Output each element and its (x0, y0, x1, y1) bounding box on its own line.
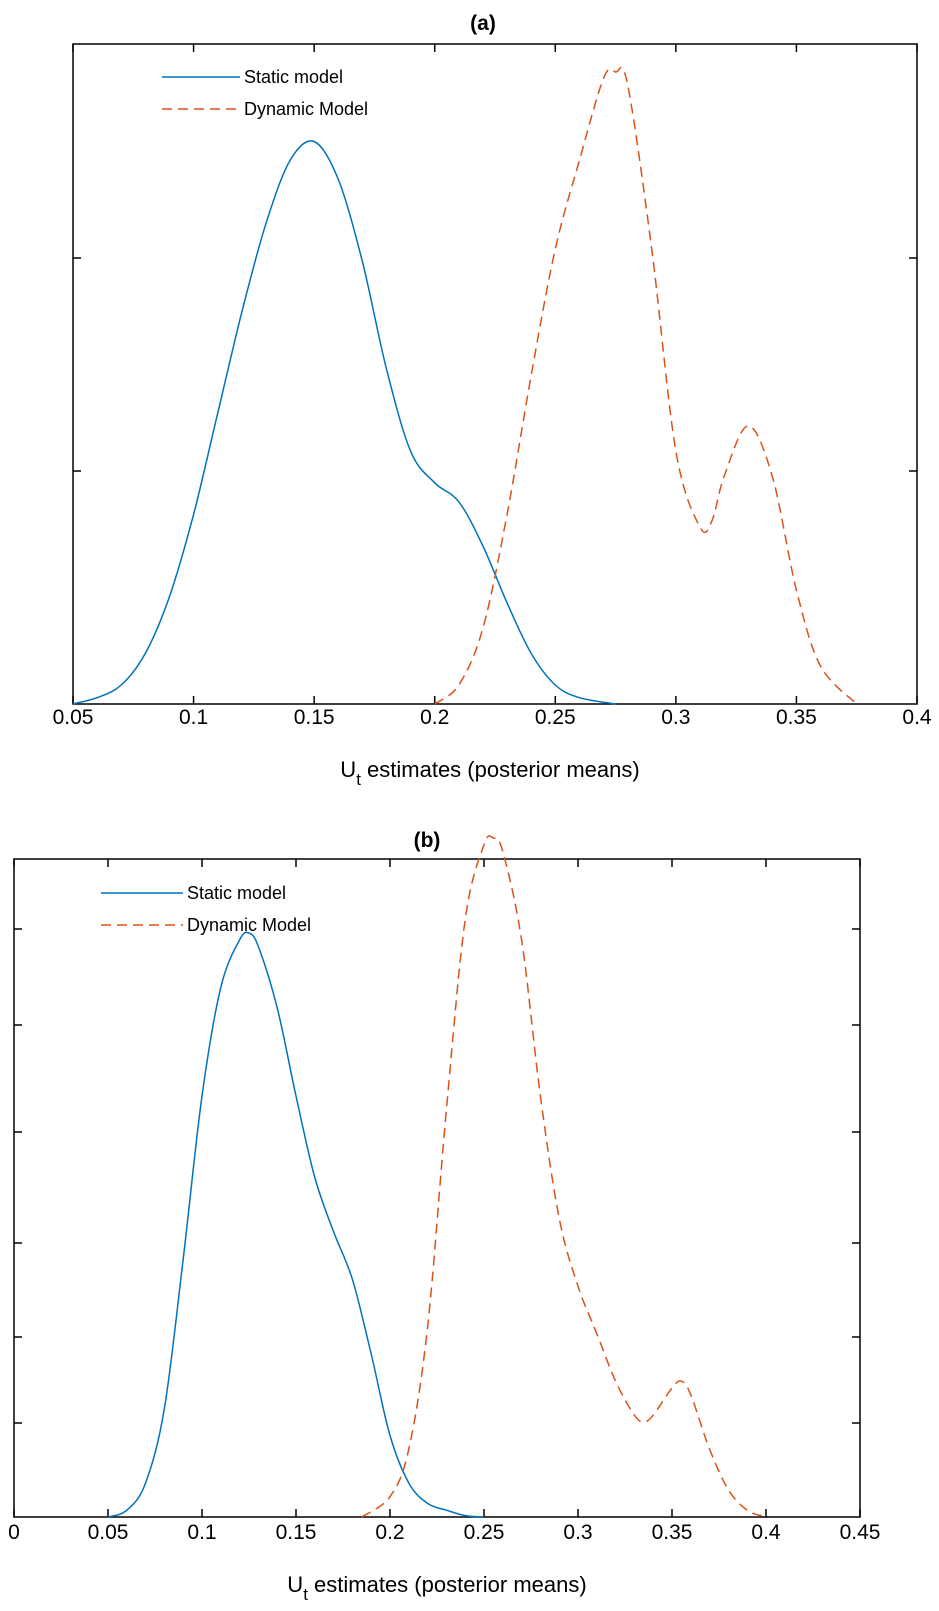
chart-a: (a) 0.05 0.1 0.15 0.2 0.25 0.3 0.35 0.4 Static … (53, 12, 932, 789)
chart-a-legend: Static model Dynamic Model (162, 67, 368, 119)
chart-b-dynamic-line (361, 835, 767, 1518)
chart-b-x-tick-label: 0.45 (840, 1521, 881, 1544)
chart-b-x-tick-label: 0 (8, 1521, 20, 1544)
chart-a-axes-box (72, 43, 918, 705)
chart-b-static-line (107, 931, 485, 1518)
chart-b-x-tick-label: 0.15 (276, 1521, 317, 1544)
chart-b-series-lines (107, 835, 767, 1518)
chart-b-x-tick-label: 0.05 (88, 1521, 129, 1544)
chart-b-legend-dynamic-label: Dynamic Model (187, 915, 311, 935)
chart-b-x-tick-label: 0.3 (563, 1521, 592, 1544)
chart-a-x-ticks: 0.05 0.1 0.15 0.2 0.25 0.3 0.35 0.4 (53, 44, 932, 729)
chart-a-x-tick-label: 0.25 (535, 706, 576, 729)
chart-b-x-tick-label: 0.25 (464, 1521, 505, 1544)
chart-a-x-tick-label: 0.35 (776, 706, 817, 729)
chart-b-legend-static-label: Static model (187, 883, 286, 903)
chart-a-x-tick-label: 0.3 (661, 706, 690, 729)
chart-a-title: (a) (470, 12, 496, 35)
chart-b-legend: Static model Dynamic Model (101, 883, 311, 935)
chart-b-y-ticks (14, 928, 860, 1424)
chart-b-axes-box (13, 858, 861, 1518)
chart-b-x-tick-label: 0.4 (751, 1521, 781, 1544)
chart-b: (b) 0 0.05 0.1 0.15 0.2 0.25 0.3 0.35 0.4 0.45 St… (8, 829, 880, 1604)
chart-a-series-lines (72, 66, 858, 705)
chart-b-x-tick-label: 0.35 (652, 1521, 693, 1544)
chart-a-x-tick-label: 0.05 (53, 706, 94, 729)
chart-a-x-tick-label: 0.4 (902, 706, 932, 729)
chart-b-x-tick-label: 0.2 (375, 1521, 404, 1544)
chart-b-title: (b) (414, 829, 441, 852)
chart-b-x-ticks: 0 0.05 0.1 0.15 0.2 0.25 0.3 0.35 0.4 0.45 (8, 859, 880, 1544)
chart-a-legend-dynamic-label: Dynamic Model (244, 99, 368, 119)
chart-a-legend-static-label: Static model (244, 67, 343, 87)
chart-a-x-tick-label: 0.1 (179, 706, 208, 729)
chart-b-x-axis-label: Ut estimates (posterior means) (287, 1572, 586, 1604)
chart-a-x-tick-label: 0.2 (420, 706, 449, 729)
chart-a-dynamic-line (434, 66, 858, 705)
chart-a-x-axis-label: Ut estimates (posterior means) (340, 757, 639, 789)
chart-b-x-tick-label: 0.1 (187, 1521, 216, 1544)
chart-a-static-line (72, 140, 616, 705)
chart-a-x-tick-label: 0.15 (294, 706, 335, 729)
chart-a-y-ticks (73, 257, 917, 472)
